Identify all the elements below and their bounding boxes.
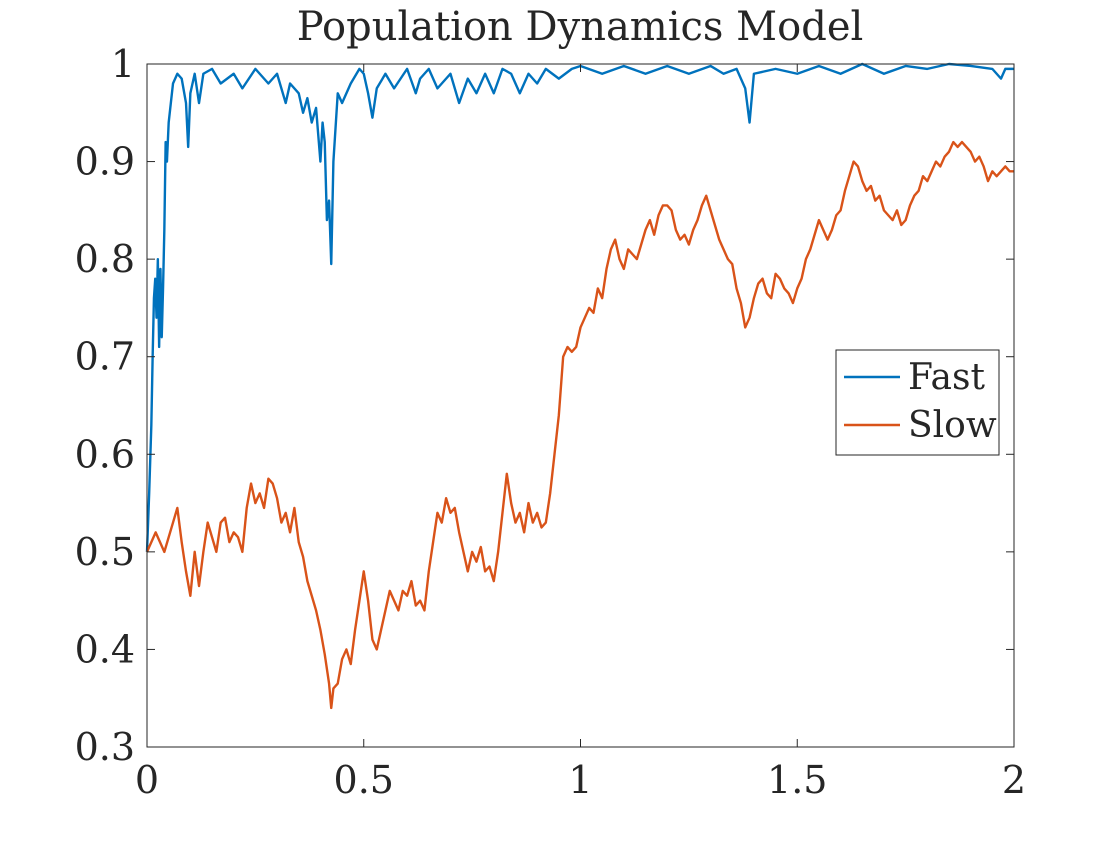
x-tick-label: 2: [1002, 758, 1026, 802]
y-tick-label: 0.8: [75, 237, 135, 281]
x-tick-label: 1.5: [767, 758, 827, 802]
chart-title: Population Dynamics Model: [297, 4, 864, 50]
legend: Fast Slow: [835, 349, 1000, 456]
x-tick-label: 1: [568, 758, 592, 802]
y-tick-label: 0.6: [75, 432, 135, 476]
x-tick-label: 0: [135, 758, 159, 802]
series-line-fast: [145, 62, 1014, 552]
legend-label-slow: Slow: [908, 405, 997, 446]
y-tick-label: 0.9: [75, 140, 135, 184]
legend-box: [835, 349, 1000, 456]
y-tick-label: 0.3: [75, 725, 135, 769]
y-tick-label: 0.4: [75, 627, 135, 671]
legend-label-fast: Fast: [908, 357, 985, 398]
x-tick-label: 0.5: [334, 758, 394, 802]
series-layer: [145, 62, 1014, 710]
y-tick-label: 1: [111, 42, 135, 86]
axes-layer: 0 0.5 1 1.5 2 0.3 0.4 0.5 0.6 0.7 0.8 0.9 1: [75, 42, 1027, 802]
y-tick-label: 0.5: [75, 530, 135, 574]
y-tick-label: 0.7: [75, 335, 135, 379]
series-line-slow: [145, 140, 1014, 710]
